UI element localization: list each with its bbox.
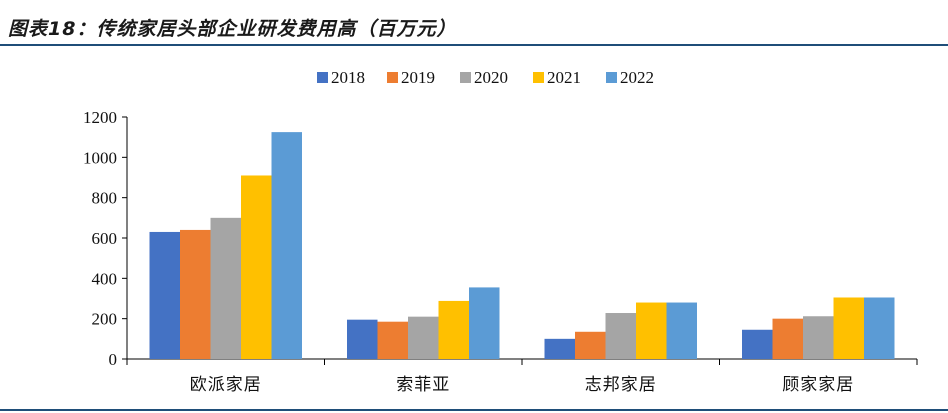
category-label: 志邦家居	[585, 375, 657, 395]
bar-2020-4	[803, 316, 834, 359]
category-label: 顾家家居	[782, 375, 854, 395]
category-label: 索菲亚	[396, 375, 450, 395]
bar-2018-1	[149, 231, 180, 359]
bar-2020-2	[408, 316, 439, 359]
bar-2022-1	[271, 132, 302, 359]
y-tick-label: 400	[92, 269, 118, 288]
bar-2019-1	[180, 229, 211, 359]
bar-2018-3	[544, 338, 575, 359]
y-tick-label: 600	[92, 229, 118, 248]
bar-2021-3	[636, 302, 667, 359]
legend-swatch	[317, 72, 328, 83]
bar-2020-3	[605, 313, 636, 359]
bar-2021-4	[833, 297, 864, 359]
bar-2019-2	[377, 321, 408, 359]
bottom-divider	[0, 409, 948, 411]
x-axis: 欧派家居 索菲亚 志邦家居 顾家家居	[126, 358, 918, 395]
legend-label: 2022	[620, 68, 654, 87]
y-tick-label: 800	[92, 189, 118, 208]
y-tick-label: 200	[92, 310, 118, 329]
y-tick-label: 0	[109, 350, 118, 369]
legend-label: 2021	[547, 68, 581, 87]
bar-2021-2	[438, 300, 469, 359]
y-axis: 0 200 400 600 800 1000 1200	[83, 108, 128, 369]
legend-swatch	[533, 72, 544, 83]
bar-2022-2	[469, 287, 500, 359]
bars	[149, 132, 895, 359]
legend-swatch	[460, 72, 471, 83]
legend-swatch	[387, 72, 398, 83]
legend: 2018 2019 2020 2021 2022	[317, 68, 654, 87]
figure-title: 图表18：传统家居头部企业研发费用高（百万元）	[8, 18, 457, 40]
legend-label: 2020	[474, 68, 508, 87]
bar-2022-4	[864, 297, 895, 359]
title-divider	[0, 44, 948, 46]
bar-2022-3	[666, 302, 697, 359]
legend-label: 2018	[331, 68, 365, 87]
bar-2019-3	[575, 331, 606, 359]
bar-2018-2	[347, 319, 378, 359]
y-tick-label: 1000	[83, 148, 117, 167]
bar-2018-4	[742, 329, 773, 359]
legend-label: 2019	[401, 68, 435, 87]
bar-2019-4	[772, 318, 803, 359]
y-tick-label: 1200	[83, 108, 117, 127]
legend-swatch	[606, 72, 617, 83]
category-label: 欧派家居	[190, 375, 262, 395]
bar-2020-1	[210, 217, 241, 359]
bar-2021-1	[241, 175, 272, 359]
